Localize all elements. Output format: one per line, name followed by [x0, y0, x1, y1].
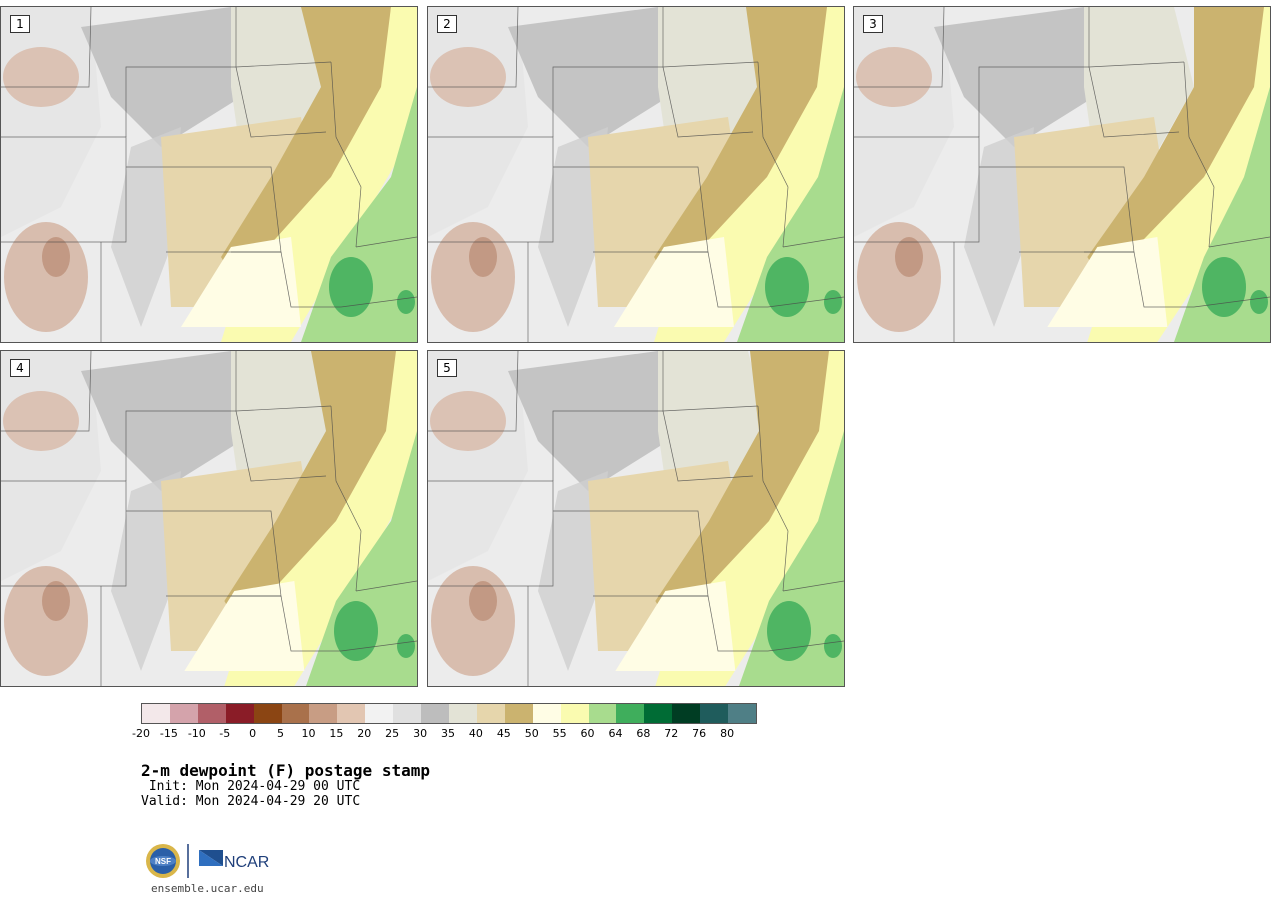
colorbar-tick-label: 45 [496, 727, 511, 740]
valid-time: Valid: Mon 2024-04-29 20 UTC [141, 794, 361, 809]
colorbar-swatch [309, 704, 338, 723]
colorbar-ticks: -20 -15 -10 -5 0 5 10 15 20 25 30 35 40 45 50 55 60 64 68 7… [132, 727, 755, 741]
colorbar-tick-label: -15 [159, 727, 178, 740]
colorbar [141, 703, 757, 724]
nsf-logo-icon: NSF [146, 844, 180, 878]
colorbar-tick-label: 68 [636, 727, 651, 740]
colorbar-swatch [616, 704, 645, 723]
colorbar-swatch [169, 704, 198, 723]
plot-title: 2-m dewpoint (F) postage stamp [141, 761, 430, 780]
logos: NSF NCAR [146, 844, 269, 878]
colorbar-swatch [142, 704, 170, 723]
nsf-text: NSF [155, 857, 171, 866]
colorbar-tick-label: 76 [692, 727, 707, 740]
colorbar-tick-label: 55 [552, 727, 567, 740]
ncar-text: NCAR [224, 854, 269, 871]
colorbar-swatch [448, 704, 477, 723]
website-url: ensemble.ucar.edu [151, 882, 264, 895]
colorbar-swatch [728, 704, 756, 723]
colorbar-tick-label: 20 [357, 727, 372, 740]
colorbar-swatch [672, 704, 701, 723]
colorbar-swatch [476, 704, 505, 723]
colorbar-tick-label: 0 [249, 727, 257, 740]
colorbar-swatch [337, 704, 366, 723]
colorbar-tick-label: -5 [219, 727, 231, 740]
dewpoint-map [854, 7, 1270, 342]
colorbar-swatch [197, 704, 226, 723]
panel-label: 1 [10, 15, 30, 33]
colorbar-swatch [253, 704, 282, 723]
colorbar-tick-label: 40 [468, 727, 483, 740]
colorbar-tick-label: 10 [301, 727, 316, 740]
colorbar-tick-label: 35 [441, 727, 455, 740]
colorbar-tick-label: 50 [524, 727, 539, 740]
colorbar-tick-label: 64 [608, 727, 623, 740]
dewpoint-map [1, 7, 417, 342]
map-panel-3: 3 [853, 6, 1271, 343]
colorbar-swatch [700, 704, 729, 723]
colorbar-tick-label: 5 [277, 727, 285, 740]
colorbar-tick-label: -10 [187, 727, 206, 740]
dewpoint-map [1, 351, 417, 686]
dewpoint-map [428, 351, 844, 686]
colorbar-swatch [281, 704, 310, 723]
colorbar-swatch [421, 704, 449, 723]
map-panel-5: 5 [427, 350, 845, 687]
colorbar-swatch [365, 704, 394, 723]
map-panel-2: 2 [427, 6, 845, 343]
colorbar-swatch [588, 704, 617, 723]
colorbar-swatch [644, 704, 673, 723]
init-time: Init: Mon 2024-04-29 00 UTC [141, 779, 361, 794]
map-panel-1: 1 [0, 6, 418, 343]
dewpoint-map [428, 7, 844, 342]
colorbar-swatch [532, 704, 561, 723]
colorbar-tick-label: 15 [329, 727, 344, 740]
colorbar-tick-label: 30 [413, 727, 428, 740]
map-panel-4: 4 [0, 350, 418, 687]
colorbar-tick-label: -20 [132, 727, 150, 740]
colorbar-swatch [393, 704, 422, 723]
panel-label: 5 [437, 359, 457, 377]
panel-label: 2 [437, 15, 457, 33]
panel-label: 4 [10, 359, 30, 377]
colorbar-tick-label: 60 [580, 727, 595, 740]
colorbar-tick-label: 25 [385, 727, 400, 740]
colorbar-swatch [504, 704, 533, 723]
colorbar-swatch [560, 704, 589, 723]
ncar-logo-icon: NCAR [199, 850, 269, 871]
colorbar-swatch [225, 704, 254, 723]
panel-label: 3 [863, 15, 883, 33]
colorbar-tick-label: 80 [720, 727, 735, 740]
colorbar-tick-label: 72 [664, 727, 679, 740]
